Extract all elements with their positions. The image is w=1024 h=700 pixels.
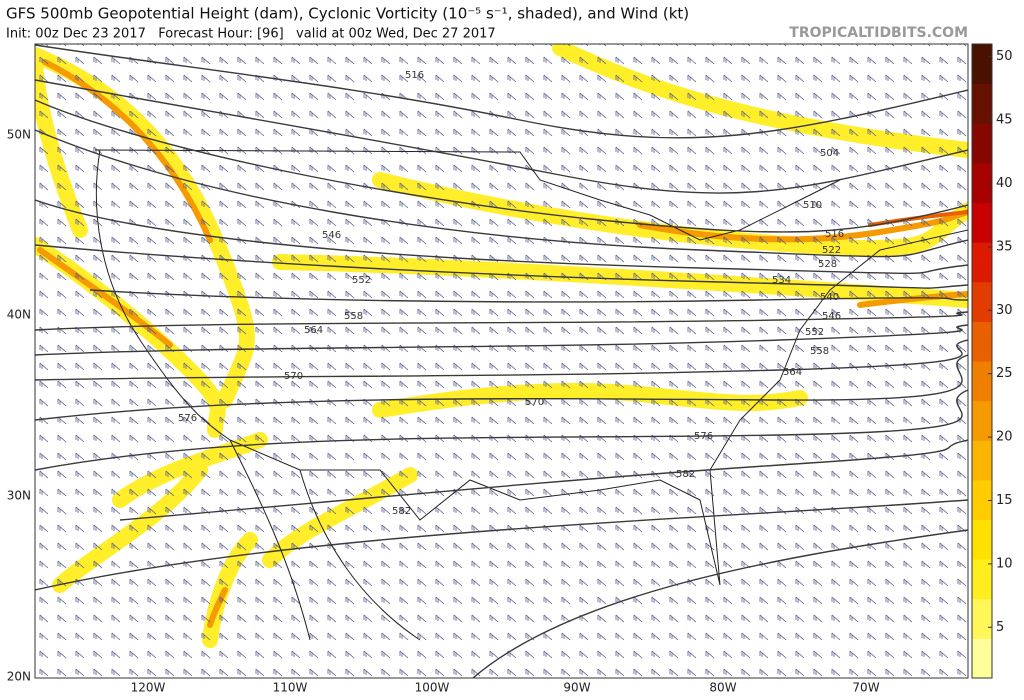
contour-label: 564 — [783, 367, 802, 378]
colorbar-tick-label: 40 — [996, 176, 1013, 191]
contour-label: 582 — [392, 506, 411, 517]
lat-labels: 50N 40N 30N 20N — [7, 128, 31, 684]
colorbar-frame — [971, 43, 993, 679]
contour-label: 546 — [322, 230, 341, 241]
contour-label: 582 — [676, 469, 695, 480]
colorbar-tick-label: 25 — [996, 366, 1013, 381]
contour-labels: 516 504 510 516 522 528 534 540 546 552 … — [178, 70, 844, 517]
colorbar-segment — [972, 479, 992, 520]
lon-label: 90W — [563, 681, 590, 695]
colorbar-tick-label: 15 — [996, 493, 1013, 508]
colorbar-segment — [972, 83, 992, 124]
colorbar-tick-label: 5 — [996, 620, 1004, 635]
lon-label: 70W — [852, 681, 879, 695]
colorbar-segment — [972, 242, 992, 283]
colorbar-segment — [972, 598, 992, 639]
contour-label: 516 — [405, 70, 424, 81]
lon-labels: 120W 110W 100W 90W 80W 70W — [131, 681, 880, 695]
colorbar-segment — [972, 202, 992, 243]
colorbar-segment — [972, 519, 992, 560]
lat-label: 20N — [7, 670, 31, 684]
lon-label: 120W — [131, 681, 166, 695]
colorbar-segment — [972, 559, 992, 600]
colorbar-tick-label: 50 — [996, 49, 1013, 64]
contour-label: 570 — [284, 371, 303, 382]
colorbar-segment — [972, 162, 992, 203]
contour-label: 540 — [820, 292, 839, 303]
contour-label: 570 — [525, 397, 544, 408]
contour-label: 558 — [344, 311, 363, 322]
contour-label: 552 — [352, 275, 371, 286]
contour-label: 552 — [805, 327, 824, 338]
map-frame — [34, 43, 969, 679]
map-area: 516 504 510 516 522 528 534 540 546 552 … — [35, 44, 968, 678]
lon-label: 80W — [709, 681, 736, 695]
colorbar-segment — [972, 400, 992, 441]
contour-label: 564 — [304, 325, 323, 336]
lat-label: 50N — [7, 128, 31, 142]
contour-label: 558 — [810, 346, 829, 357]
lon-label: 110W — [273, 681, 308, 695]
colorbar-tick-label: 35 — [996, 239, 1013, 254]
colorbar-tick-label: 45 — [996, 113, 1013, 128]
colorbar-tick-label: 20 — [996, 430, 1013, 445]
wind-barbs — [35, 44, 968, 678]
contour-label: 546 — [822, 311, 841, 322]
subtitle: Init: 00z Dec 23 2017 Forecast Hour: [96… — [6, 27, 496, 42]
lon-label: 100W — [415, 681, 450, 695]
borders — [94, 149, 968, 641]
height-contours — [35, 44, 968, 678]
colorbar-segment — [972, 440, 992, 481]
contour-label: 516 — [825, 229, 844, 240]
contour-label: 510 — [803, 200, 822, 211]
colorbar-tick-label: 10 — [996, 556, 1013, 571]
lat-label: 40N — [7, 308, 31, 322]
colorbar-segment — [972, 281, 992, 322]
contour-label: 504 — [820, 148, 839, 159]
title: GFS 500mb Geopotential Height (dam), Cyc… — [6, 5, 689, 23]
contour-label: 576 — [178, 413, 197, 424]
contour-label: 576 — [694, 431, 713, 442]
contour-label: 534 — [772, 275, 791, 286]
colorbar-segment — [972, 361, 992, 402]
colorbar-segment — [972, 638, 992, 679]
colorbar: 5 10 15 20 25 30 35 40 45 50 — [971, 43, 1013, 679]
site-name: TROPICALTIDBITS.COM — [789, 25, 968, 41]
contour-label: 528 — [818, 259, 837, 270]
colorbar-tick-label: 30 — [996, 303, 1013, 318]
colorbar-segment — [972, 44, 992, 85]
colorbar-segment — [972, 123, 992, 164]
lat-label: 30N — [7, 489, 31, 503]
colorbar-segment — [972, 321, 992, 362]
contour-label: 522 — [822, 245, 841, 256]
